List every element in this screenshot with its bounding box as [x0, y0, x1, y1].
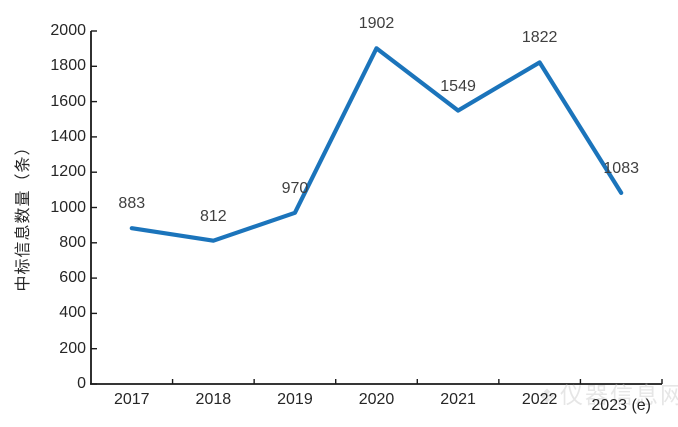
x-tick-label: 2023 (e): [591, 397, 651, 414]
data-label: 1083: [603, 159, 639, 177]
x-tick-label: 2021: [440, 391, 476, 408]
x-tick-label: 2020: [358, 391, 395, 408]
y-tick-label: 400: [59, 304, 86, 322]
x-tick-label: 2019: [277, 391, 313, 408]
data-label: 1902: [358, 15, 395, 33]
y-tick-label: 1800: [50, 57, 86, 75]
watermark: ❖仪器信息网: [538, 376, 678, 410]
y-tick-label: 2000: [50, 22, 86, 39]
y-tick-label: 200: [59, 339, 86, 357]
x-tick-label: 2022: [521, 391, 558, 408]
y-tick-label: 1400: [50, 127, 86, 145]
data-series-line: [129, 46, 624, 243]
x-tick-label: 2018: [195, 391, 232, 408]
data-label: 970: [281, 179, 309, 197]
x-tick-label: 2017: [113, 391, 150, 408]
diamond-logo-icon: ❖: [538, 386, 558, 408]
data-label: 883: [118, 195, 146, 213]
y-tick-label: 0: [77, 375, 86, 392]
y-tick-label: 1200: [50, 163, 86, 181]
y-tick-label: 800: [59, 233, 86, 251]
data-label: 812: [199, 207, 227, 225]
data-label: 1822: [521, 29, 558, 47]
data-label: 1549: [440, 77, 476, 95]
y-tick-label: 600: [59, 269, 86, 287]
watermark-text: 仪器信息网: [559, 382, 678, 408]
y-tick-label: 1600: [50, 92, 86, 110]
y-tick-label: 1000: [50, 198, 86, 216]
